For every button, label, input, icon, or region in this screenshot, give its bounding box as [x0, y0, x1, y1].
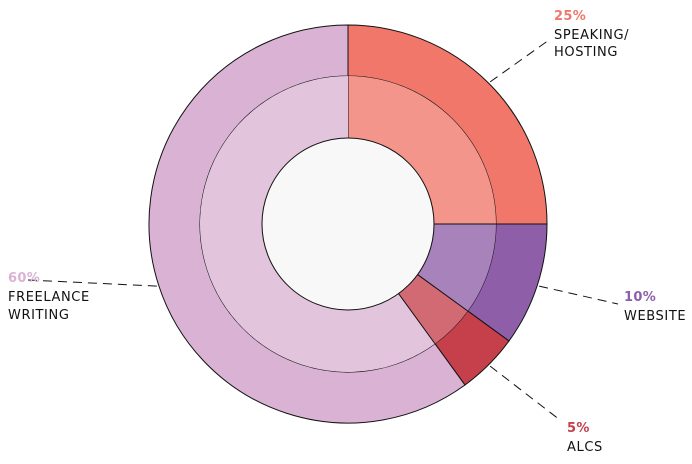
outer-ring: [148, 24, 548, 424]
slice-percent: 10%: [624, 290, 656, 305]
slice-percent: 60%: [8, 271, 40, 286]
leader-line-speaking-hosting: [489, 39, 550, 83]
slice-divider: [417, 274, 469, 312]
slice-label-website: 10% WEBSITE: [624, 290, 686, 324]
leader-line-alcs: [489, 365, 561, 421]
leader-line-website: [539, 285, 619, 305]
slice-divider: [398, 293, 436, 345]
inner-ring: [200, 76, 496, 372]
slice-percent: 5%: [567, 421, 590, 436]
slice-percent: 25%: [554, 9, 586, 24]
leader-line-freelance-writing: [27, 279, 157, 287]
slice-name-line: SPEAKING/: [554, 28, 629, 43]
slice-name-line: HOSTING: [554, 45, 618, 60]
slice-inner-alcs: [398, 274, 468, 344]
donut-hole: [261, 137, 435, 311]
slice-label-speaking-hosting: 25% SPEAKING/ HOSTING: [554, 9, 629, 60]
slice-name-line: WEBSITE: [624, 309, 686, 324]
slice-label-alcs: 5% ALCS: [567, 421, 603, 455]
slice-inner-freelance-writing: [200, 76, 435, 372]
slice-inner-website: [417, 224, 496, 311]
slice-name-line: ALCS: [567, 440, 603, 455]
leader-lines: [27, 39, 619, 421]
slice-name-line: FREELANCE: [8, 290, 90, 305]
slice-label-freelance-writing: 60% FREELANCE WRITING: [8, 271, 90, 323]
slice-inner-speaking-hosting: [348, 76, 496, 224]
slice-name-line: WRITING: [8, 308, 70, 323]
